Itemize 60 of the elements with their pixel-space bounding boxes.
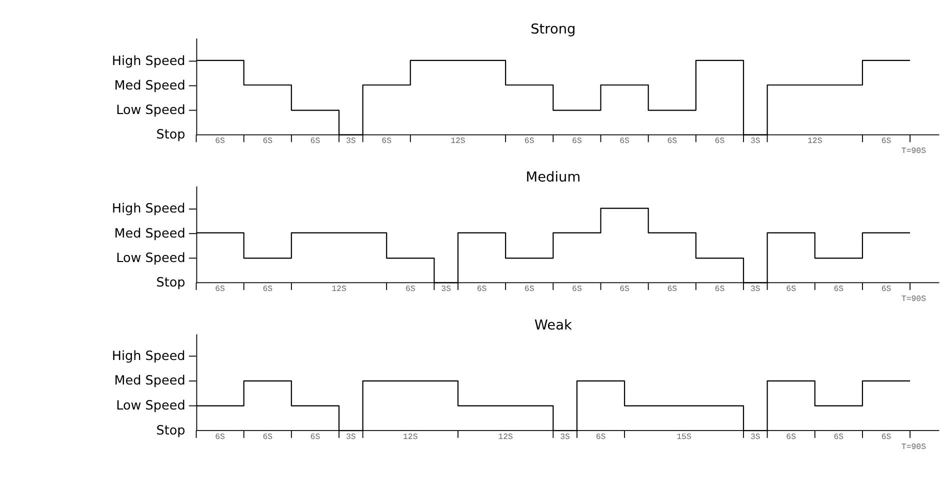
text: 6S: [310, 137, 320, 146]
text: 6S: [572, 137, 582, 146]
text: 6S: [262, 137, 273, 146]
text: 6S: [524, 137, 534, 146]
text: High Speed: [112, 348, 186, 364]
text: High Speed: [112, 54, 186, 69]
text: 12S: [450, 137, 466, 146]
text: 6S: [620, 137, 630, 146]
text: Med Speed: [114, 78, 186, 94]
text: Stop: [156, 128, 186, 143]
text: 6S: [714, 284, 725, 294]
text: 6S: [881, 284, 892, 294]
text: 6S: [881, 137, 892, 146]
text: 6S: [620, 284, 630, 294]
text: Med Speed: [114, 226, 186, 242]
text: 6S: [405, 284, 416, 294]
text: 6S: [262, 284, 273, 294]
chart-title: Strong: [530, 22, 576, 38]
text: Low Speed: [116, 250, 186, 266]
text: 6S: [524, 284, 534, 294]
text: T=90S: [901, 442, 926, 452]
text: T=90S: [901, 294, 926, 304]
text: 6S: [215, 284, 226, 294]
text: 6S: [596, 432, 606, 442]
text: 6S: [786, 432, 796, 442]
text: 3S: [560, 432, 570, 442]
text: 6S: [667, 284, 678, 294]
text: 3S: [346, 432, 356, 442]
text: 3S: [750, 284, 760, 294]
text: Low Speed: [116, 398, 186, 414]
text: Med Speed: [114, 374, 186, 389]
text: 6S: [310, 432, 320, 442]
text: 12S: [807, 137, 822, 146]
text: Low Speed: [116, 102, 186, 118]
text: 6S: [786, 284, 796, 294]
text: 3S: [441, 284, 452, 294]
text: 6S: [382, 137, 392, 146]
text: 6S: [834, 432, 844, 442]
text: 6S: [476, 284, 487, 294]
text: 6S: [714, 137, 725, 146]
text: Stop: [156, 275, 186, 290]
text: 3S: [346, 137, 356, 146]
text: 12S: [403, 432, 418, 442]
text: 6S: [667, 137, 678, 146]
text: 6S: [215, 432, 226, 442]
text: 12S: [498, 432, 514, 442]
text: 15S: [676, 432, 692, 442]
text: 6S: [572, 284, 582, 294]
text: T=90S: [901, 147, 926, 156]
text: Stop: [156, 423, 186, 438]
text: 6S: [262, 432, 273, 442]
text: 6S: [881, 432, 892, 442]
text: 12S: [332, 284, 346, 294]
chart-title: Weak: [534, 317, 572, 334]
text: 6S: [834, 284, 844, 294]
text: 6S: [215, 137, 226, 146]
text: 3S: [750, 432, 760, 442]
chart-title: Medium: [526, 169, 581, 186]
text: 3S: [750, 137, 760, 146]
text: High Speed: [112, 202, 186, 217]
